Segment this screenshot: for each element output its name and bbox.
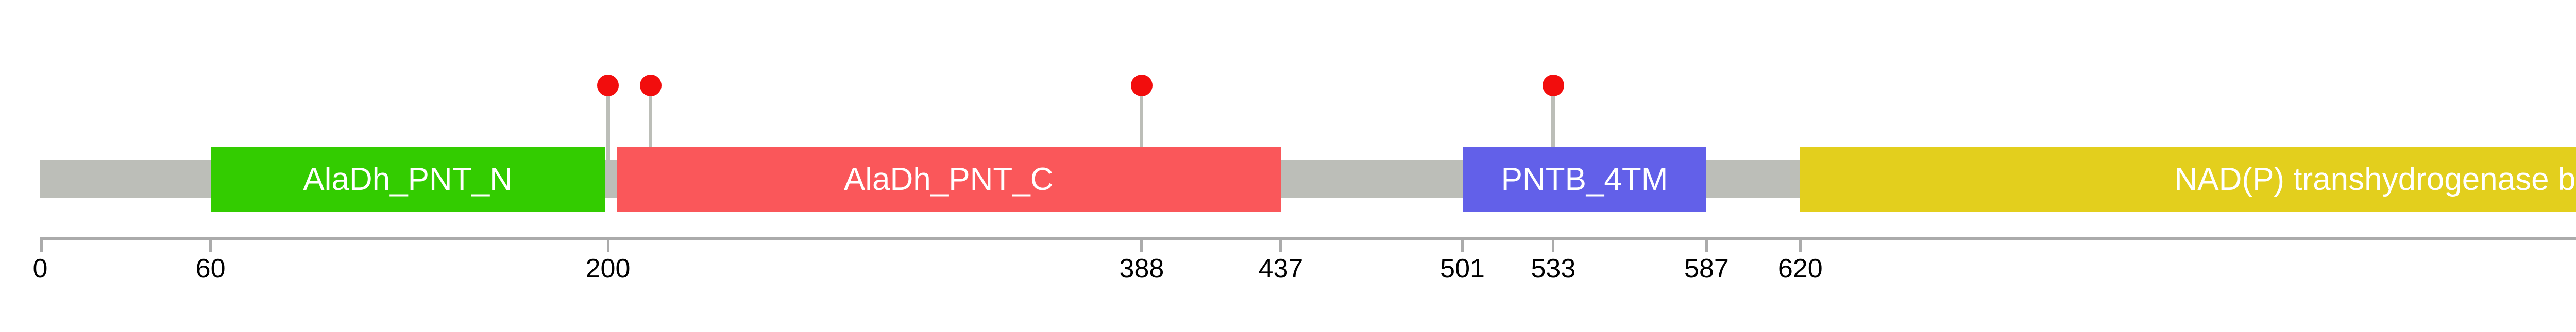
domain-box[interactable]: AlaDh_PNT_N (210, 147, 605, 212)
lollipop-stem (606, 85, 610, 160)
axis-tick (1799, 237, 1802, 252)
lollipop-stem (1551, 85, 1555, 160)
axis-tick-label: 533 (1531, 254, 1576, 284)
axis-line (40, 237, 2576, 240)
domain-label: NAD(P) transhydrogenase beta subunit (2174, 161, 2576, 197)
axis-tick (1461, 237, 1464, 252)
axis-tick-label: 587 (1684, 254, 1729, 284)
axis-tick (40, 237, 43, 252)
lollipop-marker[interactable] (597, 75, 619, 96)
axis-tick (209, 237, 212, 252)
lollipop-stem (1140, 85, 1144, 160)
domain-label: AlaDh_PNT_C (843, 161, 1054, 197)
axis-tick (1552, 237, 1555, 252)
lollipop-stem (649, 85, 653, 160)
axis-tick-label: 0 (32, 254, 48, 284)
axis-tick-label: 437 (1258, 254, 1303, 284)
lollipop-marker[interactable] (1130, 75, 1153, 96)
axis-tick-label: 388 (1119, 254, 1164, 284)
axis-tick (1705, 237, 1708, 252)
axis-tick-label: 501 (1440, 254, 1485, 284)
domain-box[interactable]: AlaDh_PNT_C (616, 147, 1281, 212)
lollipop-marker[interactable] (639, 75, 662, 96)
domain-label: PNTB_4TM (1501, 161, 1668, 197)
domain-box[interactable]: PNTB_4TM (1462, 147, 1707, 212)
lollipop-marker[interactable] (1542, 75, 1564, 96)
domain-label: AlaDh_PNT_N (303, 161, 513, 197)
axis-tick (606, 237, 609, 252)
axis-tick-label: 620 (1777, 254, 1823, 284)
axis-tick-label: 200 (585, 254, 631, 284)
axis-tick (1140, 237, 1143, 252)
axis-tick-label: 60 (195, 254, 226, 284)
axis-tick (1279, 237, 1282, 252)
domain-box[interactable]: NAD(P) transhydrogenase beta subunit (1800, 147, 2576, 212)
